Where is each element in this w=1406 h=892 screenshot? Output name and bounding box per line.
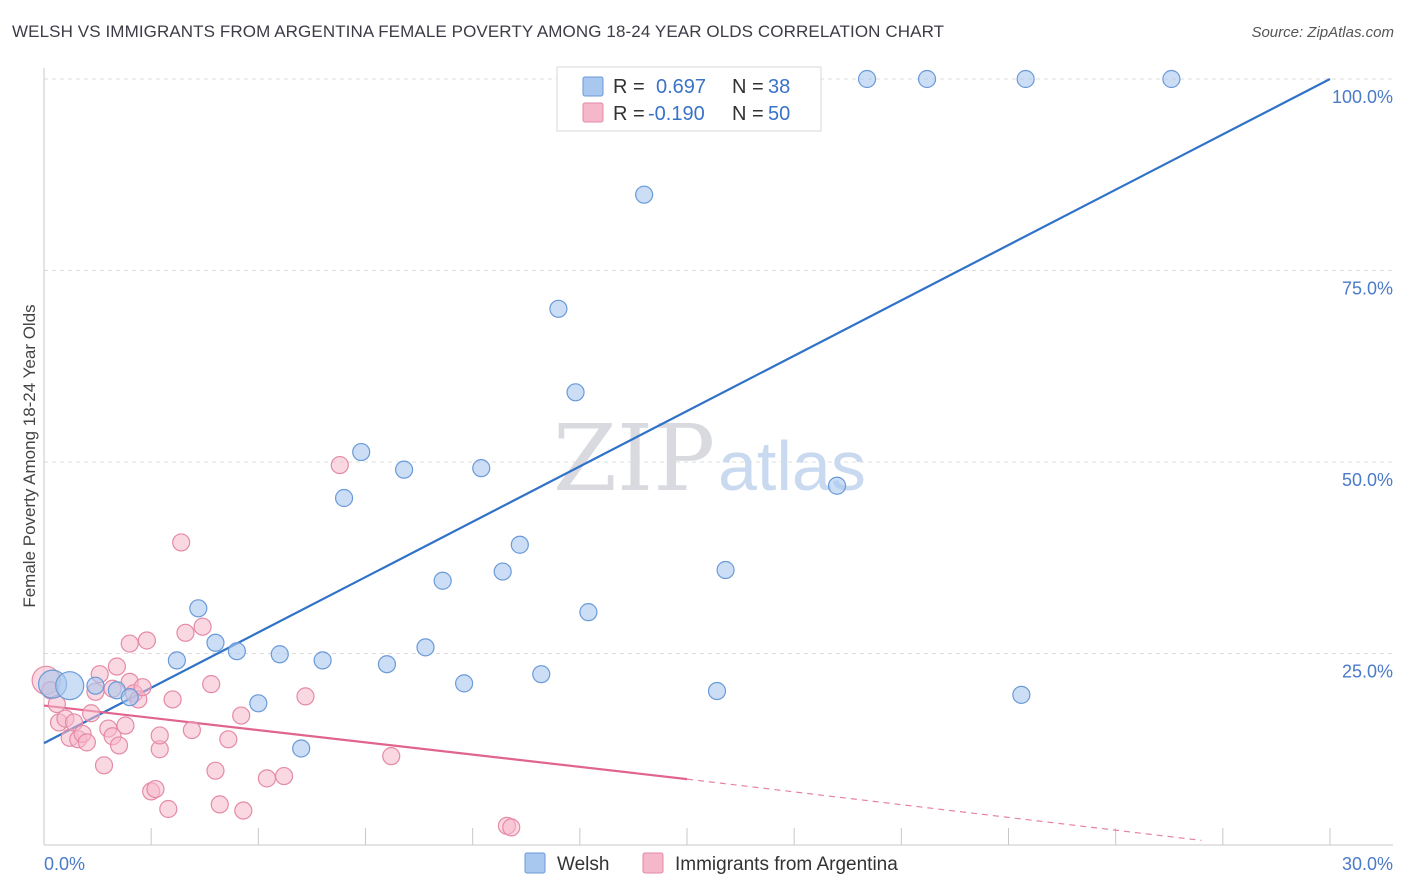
point-welsh-32	[857, 69, 877, 89]
point-argentina-19	[116, 716, 135, 735]
point-argentina-13	[94, 756, 114, 775]
point-welsh-19	[454, 674, 474, 693]
bottom-legend-swatch-argentina	[642, 852, 664, 874]
bottom-legend-label-welsh: Welsh	[557, 854, 609, 875]
point-argentina-33	[176, 623, 195, 642]
correlation-legend: R = 0.697 N = 38 R = -0.190 N = 50	[556, 66, 822, 132]
bottom-legend-swatch-welsh	[524, 852, 546, 874]
point-argentina-9	[77, 733, 96, 752]
point-argentina-17	[107, 657, 126, 676]
bottom-legend-label-argentina: Immigrants from Argentina	[675, 854, 898, 875]
point-welsh-11	[292, 739, 311, 758]
x-tick-label-min: 0.0%	[44, 854, 85, 874]
point-argentina-32	[172, 533, 191, 552]
point-welsh-30	[716, 560, 735, 580]
y-tick-label-75: 75.0%	[1342, 279, 1393, 299]
point-argentina-27	[146, 779, 165, 799]
point-welsh-14	[352, 442, 371, 462]
point-welsh-1	[55, 671, 85, 701]
y-tick-labels: 25.0% 50.0% 75.0% 100.0%	[1332, 87, 1393, 682]
data-points	[31, 69, 1181, 837]
point-argentina-43	[274, 766, 294, 786]
point-argentina-38	[210, 795, 229, 814]
point-welsh-10	[270, 645, 289, 664]
source-credit: Source: ZipAtlas.com	[1251, 24, 1394, 41]
point-welsh-35	[1016, 69, 1035, 89]
point-argentina-42	[257, 769, 277, 788]
point-welsh-12	[313, 651, 332, 670]
point-argentina-10	[82, 704, 101, 723]
point-argentina-41	[234, 801, 253, 820]
point-welsh-36	[1162, 69, 1181, 89]
point-argentina-34	[182, 720, 201, 740]
legend-r-value-argentina: -0.190	[648, 103, 705, 125]
y-tick-label-100: 100.0%	[1332, 87, 1393, 107]
point-welsh-21	[493, 562, 512, 581]
point-argentina-45	[330, 455, 349, 475]
point-welsh-27	[635, 185, 654, 204]
point-welsh-13	[334, 488, 354, 508]
chart-title: WELSH VS IMMIGRANTS FROM ARGENTINA FEMAL…	[12, 22, 945, 41]
point-argentina-20	[120, 634, 139, 653]
point-welsh-24	[549, 299, 568, 318]
point-welsh-15	[377, 655, 397, 674]
point-welsh-17	[416, 638, 435, 657]
point-welsh-6	[189, 599, 208, 618]
legend-n-label-argentina: N =	[732, 103, 764, 125]
trendline-argentina-extrapolated	[686, 778, 1202, 841]
point-welsh-18	[433, 571, 452, 590]
point-argentina-44	[296, 687, 315, 706]
legend-r-label-argentina: R =	[613, 103, 645, 125]
y-tick-label-50: 50.0%	[1342, 470, 1393, 490]
point-argentina-31	[163, 690, 182, 709]
point-welsh-31	[827, 476, 847, 495]
point-argentina-25	[137, 631, 156, 650]
point-welsh-16	[394, 460, 414, 479]
point-argentina-18	[109, 736, 129, 755]
trendline-argentina	[43, 704, 688, 781]
watermark-atlas: atlas	[718, 427, 866, 505]
legend-n-value-welsh: 38	[768, 76, 790, 98]
point-welsh-26	[579, 603, 598, 622]
point-argentina-37	[206, 761, 225, 780]
y-tick-label-25: 25.0%	[1342, 662, 1393, 682]
watermark: ZIP atlas	[553, 405, 866, 512]
y-axis-label: Female Poverty Among 18-24 Year Olds	[20, 304, 39, 607]
legend-r-value-welsh: 0.697	[656, 76, 706, 98]
legend-n-value-argentina: 50	[768, 103, 790, 125]
point-welsh-7	[206, 633, 225, 652]
point-argentina-39	[219, 730, 238, 749]
point-welsh-8	[227, 642, 246, 661]
axes	[43, 68, 1393, 846]
point-welsh-2	[86, 676, 105, 695]
trendlines	[43, 78, 1331, 841]
point-welsh-29	[707, 681, 727, 701]
point-argentina-30	[159, 799, 178, 819]
point-argentina-29	[150, 726, 169, 745]
point-welsh-20	[472, 459, 491, 478]
legend-swatch-argentina	[582, 102, 604, 123]
point-welsh-9	[249, 694, 268, 713]
watermark-zip: ZIP	[553, 405, 715, 512]
point-argentina-36	[202, 675, 221, 694]
point-welsh-23	[532, 665, 551, 684]
legend-r-label-welsh: R =	[613, 76, 645, 98]
series-legend: Welsh Immigrants from Argentina	[524, 852, 898, 875]
legend-swatch-welsh	[582, 76, 604, 97]
point-argentina-48	[502, 818, 521, 837]
point-welsh-4	[120, 688, 139, 707]
point-argentina-46	[382, 747, 401, 766]
point-welsh-5	[167, 651, 186, 670]
point-argentina-35	[193, 617, 212, 636]
point-welsh-34	[1012, 685, 1031, 704]
point-welsh-33	[917, 69, 937, 89]
x-tick-label-max: 30.0%	[1342, 854, 1393, 874]
point-welsh-22	[510, 535, 529, 554]
point-welsh-25	[566, 383, 585, 402]
trendline-welsh	[43, 78, 1331, 745]
point-argentina-40	[232, 706, 251, 725]
point-argentina-24	[133, 678, 152, 697]
legend-n-label-welsh: N =	[732, 76, 764, 98]
